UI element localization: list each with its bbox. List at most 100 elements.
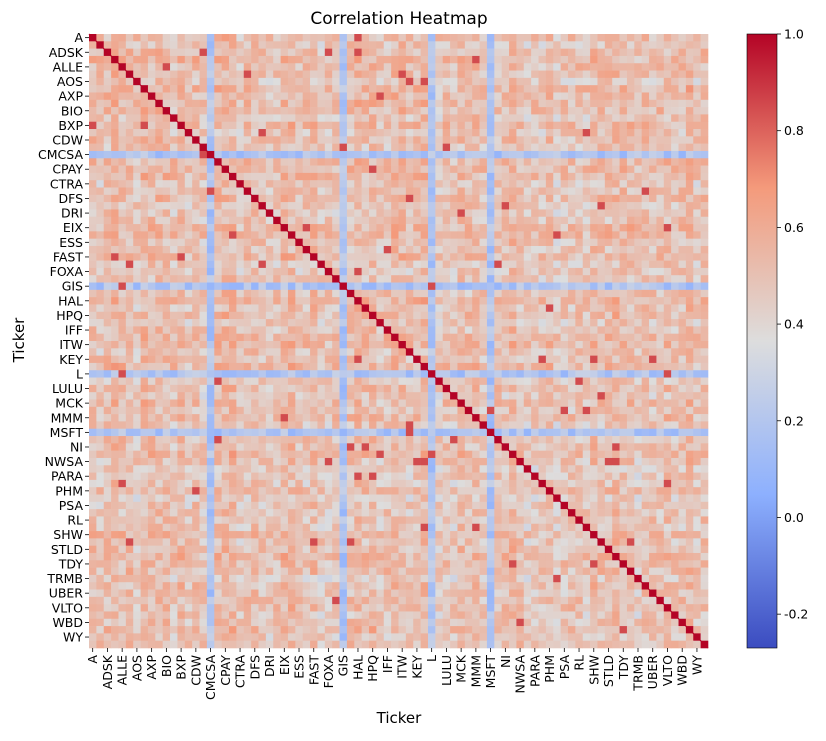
heatmap-cell xyxy=(133,428,141,437)
heatmap-cell xyxy=(147,150,156,159)
heatmap-cell xyxy=(96,172,105,181)
heatmap-cell xyxy=(685,392,694,400)
heatmap-cell xyxy=(177,341,186,349)
heatmap-cell xyxy=(612,399,620,408)
heatmap-cell xyxy=(464,260,473,269)
heatmap-cell xyxy=(236,187,245,196)
heatmap-cell xyxy=(523,224,532,232)
heatmap-cell xyxy=(317,165,326,174)
heatmap-cell xyxy=(310,180,318,188)
heatmap-cell xyxy=(472,253,480,261)
heatmap-cell xyxy=(575,289,584,298)
heatmap-cell xyxy=(671,421,679,430)
heatmap-cell xyxy=(590,457,598,466)
heatmap-cell xyxy=(354,136,362,144)
heatmap-cell xyxy=(199,341,208,349)
heatmap-cell xyxy=(243,55,252,64)
heatmap-cell xyxy=(383,414,392,422)
heatmap-cell xyxy=(641,406,650,415)
heatmap-cell xyxy=(619,172,628,181)
heatmap-cell xyxy=(590,392,598,400)
heatmap-cell xyxy=(531,421,539,430)
heatmap-cell xyxy=(427,172,436,181)
heatmap-cell xyxy=(206,165,215,174)
heatmap-cell xyxy=(678,136,687,144)
heatmap-cell xyxy=(391,414,399,422)
heatmap-cell xyxy=(103,406,112,415)
heatmap-cell xyxy=(457,165,466,174)
heatmap-cell xyxy=(649,260,657,269)
heatmap-cell xyxy=(442,165,451,174)
heatmap-cell xyxy=(649,282,657,291)
heatmap-cell xyxy=(641,384,650,393)
heatmap-cell xyxy=(560,428,569,437)
heatmap-cell xyxy=(391,245,399,254)
heatmap-cell xyxy=(206,70,215,79)
heatmap-cell xyxy=(177,457,186,466)
heatmap-cell xyxy=(501,341,510,349)
heatmap-cell xyxy=(693,304,701,313)
heatmap-cell xyxy=(310,48,318,57)
heatmap-cell xyxy=(472,216,480,225)
heatmap-cell xyxy=(509,238,517,247)
heatmap-cell xyxy=(295,406,303,415)
heatmap-cell xyxy=(103,457,112,466)
heatmap-cell xyxy=(427,399,436,408)
heatmap-cell xyxy=(612,121,620,130)
heatmap-cell xyxy=(103,63,112,71)
heatmap-cell xyxy=(265,333,274,342)
heatmap-cell xyxy=(354,260,362,269)
heatmap-cell xyxy=(619,129,628,137)
heatmap-cell xyxy=(427,384,436,393)
heatmap-cell xyxy=(103,172,112,181)
heatmap-cell xyxy=(582,224,591,232)
heatmap-cell xyxy=(140,450,149,459)
heatmap-cell xyxy=(685,428,694,437)
heatmap-cell xyxy=(391,143,399,152)
heatmap-cell xyxy=(391,92,399,101)
heatmap-cell xyxy=(147,216,156,225)
heatmap-cell xyxy=(693,143,701,152)
heatmap-cell xyxy=(317,245,326,254)
heatmap-cell xyxy=(376,443,385,451)
heatmap-cell xyxy=(582,421,591,430)
heatmap-cell xyxy=(612,457,620,466)
heatmap-cell xyxy=(634,443,642,451)
heatmap-cell xyxy=(236,319,245,327)
heatmap-cell xyxy=(656,333,665,342)
heatmap-cell xyxy=(133,399,141,408)
heatmap-cell xyxy=(545,48,554,57)
heatmap-cell xyxy=(125,194,134,203)
heatmap-cell xyxy=(656,202,665,210)
heatmap-cell xyxy=(693,282,701,291)
heatmap-cell xyxy=(464,297,473,305)
heatmap-cell xyxy=(663,362,672,371)
heatmap-cell xyxy=(413,275,421,283)
heatmap-cell xyxy=(509,114,517,123)
heatmap-cell xyxy=(287,377,296,386)
heatmap-cell xyxy=(280,436,289,444)
heatmap-cell xyxy=(479,450,488,459)
heatmap-cell xyxy=(317,121,326,130)
heatmap-cell xyxy=(361,48,370,57)
heatmap-cell xyxy=(280,238,289,247)
heatmap-cell xyxy=(324,129,333,137)
heatmap-cell xyxy=(96,129,105,137)
heatmap-cell xyxy=(229,63,237,71)
heatmap-cell xyxy=(391,355,399,364)
heatmap-cell xyxy=(626,180,635,188)
heatmap-cell xyxy=(221,260,230,269)
heatmap-cell xyxy=(486,85,495,93)
heatmap-cell xyxy=(619,48,628,57)
heatmap-cell xyxy=(479,77,488,86)
heatmap-cell xyxy=(221,187,230,196)
heatmap-cell xyxy=(111,341,119,349)
heatmap-cell xyxy=(391,348,399,356)
heatmap-cell xyxy=(391,436,399,444)
heatmap-cell xyxy=(89,150,97,159)
heatmap-cell xyxy=(184,107,193,115)
heatmap-cell xyxy=(663,311,672,320)
heatmap-cell xyxy=(111,129,119,137)
heatmap-cell xyxy=(590,384,598,393)
heatmap-cell xyxy=(420,77,429,86)
